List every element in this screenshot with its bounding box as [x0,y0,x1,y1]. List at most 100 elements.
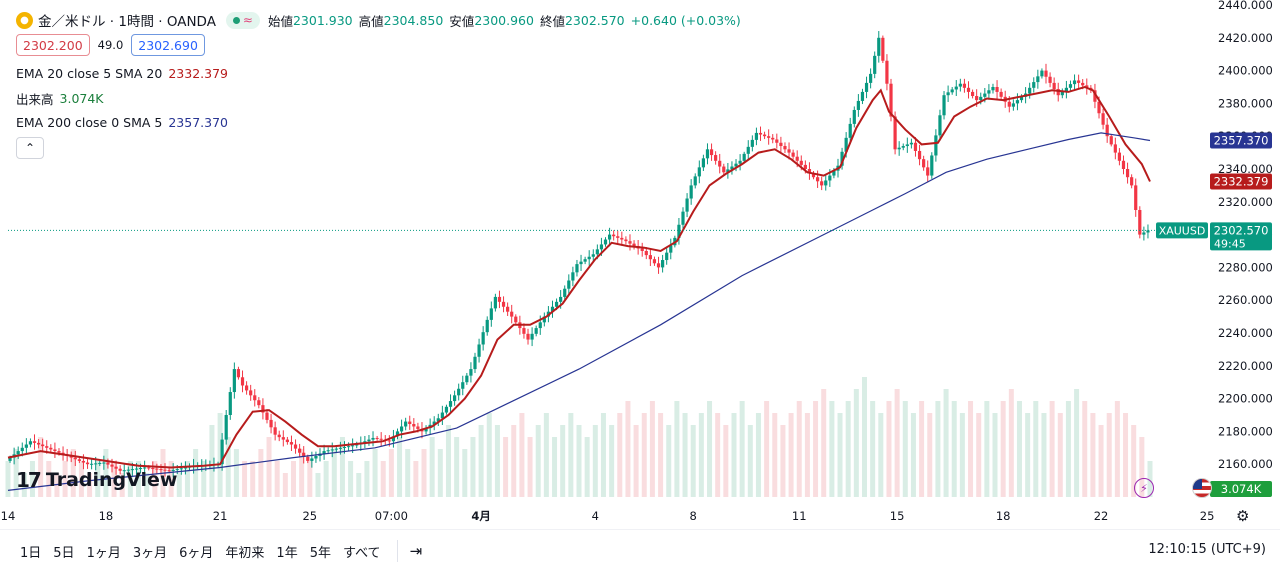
candle-body [351,445,355,447]
sell-price-button[interactable]: 2302.200 [16,34,90,56]
volume-bar [1106,413,1112,497]
volume-bar [38,437,44,497]
change-value: +0.640 (+0.03%) [630,12,741,28]
volume-bar [1123,413,1129,497]
price-chart[interactable]: 2160.000 2180.000 2200.000 2220.000 2240.000… [0,0,1280,530]
ema-fast-price-tag-text: 2332.379 [1214,174,1269,188]
candle-body [1125,169,1130,178]
candle-body [436,418,440,422]
date-range-icon[interactable]: ⇥ [409,542,423,560]
volume-bar [307,461,313,497]
volume-bar [837,413,843,497]
volume-bar [315,473,321,497]
volume-bars [5,377,1153,497]
volume-bar [535,425,541,497]
volume-bar [429,437,435,497]
candle-body [656,263,661,268]
y-tick-label: 2260.000 [1218,293,1273,307]
volume-bar [193,449,199,497]
candle-body [803,164,807,169]
timeframe-5d[interactable]: 5日 [53,545,75,561]
volume-bar [78,461,84,497]
clock[interactable]: 12:10:15 (UTC+9) [1148,542,1266,557]
timeframe-6m[interactable]: 6ヶ月 [179,545,214,561]
symbol-title[interactable]: 金／米ドル · 1時間 · OANDA [38,14,216,30]
candle-body [807,169,812,174]
candle-body [718,160,722,167]
candle-body [289,442,294,445]
volume-bar [21,473,27,497]
candle-body [909,142,914,145]
candle-body [767,136,771,138]
candle-body [689,185,693,199]
candle-body [432,421,436,425]
candle-body [685,198,689,212]
indicator-name: 出来高 [16,91,54,107]
indicator-ema20[interactable]: EMA 20 close 5 SMA 20 2332.379 [16,60,747,86]
candle-body [603,239,608,245]
candle-body [163,469,167,471]
candle-body [1056,89,1060,96]
volume-bar [331,449,337,497]
timeframe-1d[interactable]: 1日 [20,545,42,561]
timeframe-all[interactable]: すべて [342,545,381,561]
ema-fast-line [7,85,1151,469]
candle-body [661,260,665,268]
x-tick-label: 4 [592,509,599,523]
volume-bar [658,413,664,497]
us-flag-icon[interactable] [1192,478,1212,498]
candle-body [567,280,571,289]
volume-bar [242,461,248,497]
candle-body [122,470,126,472]
volume-bar [258,449,264,497]
volume-bar [364,461,370,497]
timeframe-1y[interactable]: 1年 [276,545,298,561]
chevron-up-icon: ⌃ [24,141,36,155]
candle-body [379,438,383,440]
candle-body [510,311,514,317]
candle-body [746,146,750,154]
ema-fast-price-tag-bg [1210,173,1272,190]
timeframe-1m[interactable]: 1ヶ月 [86,545,121,561]
candle-body [734,163,738,167]
volume-bar [592,425,598,497]
candle-body [167,470,171,472]
volume-bar [560,425,566,497]
candle-body [77,459,81,461]
timeframe-5y[interactable]: 5年 [309,545,331,561]
volume-bar [902,401,908,497]
tradingview-logo[interactable]: 17 TradingView [16,468,177,492]
symbol-price-tag: XAUUSD [1156,222,1208,239]
volume-bar [168,461,174,497]
volume-bar [5,461,11,497]
x-tick-label: 8 [690,509,697,523]
timeframe-3m[interactable]: 3ヶ月 [132,545,168,561]
collapse-legend-button[interactable]: ⌃ [16,137,44,159]
gear-icon[interactable]: ⚙ [1236,507,1250,525]
y-tick-label: 2240.000 [1218,326,1273,340]
volume-bar [519,413,525,497]
candle-body [285,439,289,443]
lightning-icon[interactable]: ⚡ [1134,478,1154,498]
candle-body [171,469,175,471]
candle-body [314,456,318,459]
candle-body [322,451,326,454]
volume-bar [1090,413,1096,497]
volume-bar [87,473,93,497]
candle-body [714,155,718,161]
volume-bar [1000,401,1006,497]
candle-body [469,369,473,376]
timeframe-ytd[interactable]: 年初来 [225,545,265,561]
market-status-badge[interactable]: ≈ [225,11,260,29]
low-label: 安値 [449,13,475,29]
candle-body [652,259,657,264]
candle-body [1048,76,1052,83]
candle-body [995,87,999,92]
open-value: 2301.930 [292,12,353,28]
buy-price-button[interactable]: 2302.690 [131,34,205,56]
candle-body [991,87,995,91]
indicator-volume[interactable]: 出来高 3.074K [16,86,747,110]
volume-bar [291,461,296,497]
candle-body [367,439,371,442]
indicator-ema200[interactable]: EMA 200 close 0 SMA 5 2357.370 [16,110,747,134]
